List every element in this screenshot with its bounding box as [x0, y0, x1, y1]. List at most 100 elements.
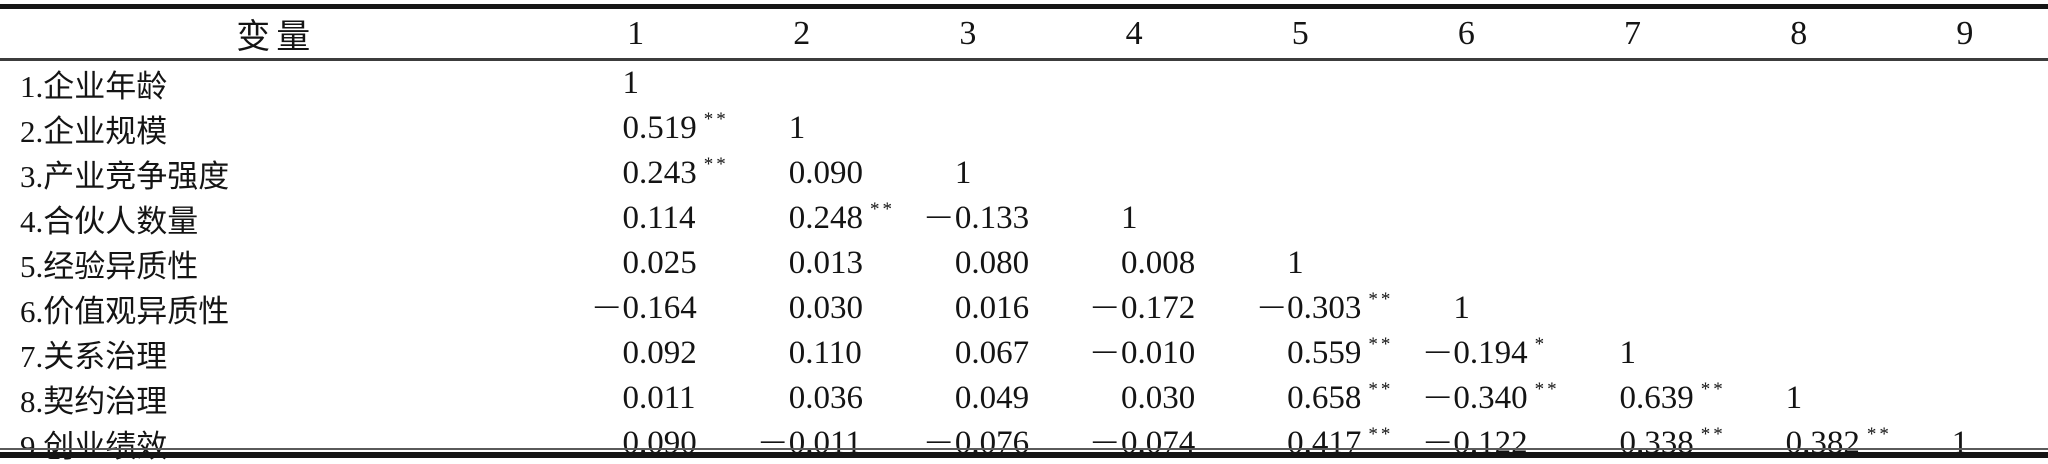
significance-stars: * [1534, 334, 1548, 355]
header-col-3: 3 [884, 9, 1051, 61]
correlation-cell: 0.030 [1121, 380, 1196, 416]
correlation-cell [1716, 106, 1882, 151]
correlation-cell: 1 [622, 65, 640, 101]
correlation-cell [1383, 241, 1549, 286]
correlation-cell: 0.559 ** [1287, 334, 1394, 371]
minus-sign: − [1090, 335, 1120, 371]
correlation-cell [1716, 286, 1882, 331]
correlation-cell: 1 [1121, 200, 1138, 236]
minus-sign: − [1090, 290, 1120, 326]
correlation-cell: 0.658 ** [1287, 379, 1394, 416]
correlation-cell: 1 [788, 110, 806, 146]
correlation-cell: 1 [1287, 245, 1304, 281]
significance-stars: ** [1534, 379, 1560, 400]
correlation-cell: 0.519 ** [622, 109, 729, 146]
table-body: 1.企业年龄 1 2.企业规模 0.519 ** 1 3.产业竞争强度 0.243 ** 0.09… [0, 60, 2048, 464]
correlation-cell [1549, 196, 1715, 241]
table-top-rule [0, 4, 2048, 9]
correlation-cell: −0.194 * [1422, 334, 1548, 371]
header-col-6: 6 [1383, 9, 1550, 61]
table-row: 2.企业规模 0.519 ** 1 [0, 106, 2048, 151]
correlation-cell: −0.303 ** [1256, 289, 1394, 326]
correlation-cell [1549, 286, 1715, 331]
correlation-cell [1383, 60, 1549, 107]
correlation-cell: 0.639 ** [1619, 379, 1726, 416]
correlation-cell [1217, 106, 1383, 151]
minus-sign: − [924, 200, 954, 236]
correlation-cell [1882, 151, 2048, 196]
significance-stars: ** [703, 154, 729, 175]
table-row: 3.产业竞争强度 0.243 ** 0.090 1 [0, 151, 2048, 196]
correlation-cell [1383, 151, 1549, 196]
significance-stars: ** [1368, 379, 1394, 400]
minus-sign: − [592, 290, 621, 326]
header-col-9: 9 [1881, 9, 2048, 61]
header-col-1: 1 [552, 9, 719, 61]
correlation-cell [1882, 106, 2048, 151]
correlation-cell: 1 [1453, 290, 1470, 326]
correlation-cell: 0.036 [788, 380, 863, 416]
correlation-cell: 0.248 ** [788, 199, 895, 236]
correlation-cell: −0.010 [1090, 335, 1196, 371]
header-col-7: 7 [1549, 9, 1716, 61]
correlation-cell [1383, 106, 1549, 151]
row-label: 8.契约治理 [20, 384, 168, 419]
correlation-cell [1716, 196, 1882, 241]
correlation-cell [1549, 60, 1715, 107]
table-row: 1.企业年龄 1 [0, 60, 2048, 107]
correlation-cell: 0.030 [788, 290, 863, 326]
correlation-cell: 0.013 [788, 245, 863, 281]
correlation-cell [1217, 151, 1383, 196]
table-row: 7.关系治理 0.092 0.110 0.067 −0.010 0.559 ** −0.194… [0, 331, 2048, 376]
correlation-cell: −0.164 [592, 290, 697, 326]
header-col-8: 8 [1715, 9, 1882, 61]
table-row: 6.价值观异质性 −0.164 0.030 0.016 −0.172 −0.303 ** 1 [0, 286, 2048, 331]
table-row: 4.合伙人数量 0.114 0.248 ** −0.133 1 [0, 196, 2048, 241]
correlation-cell [1549, 241, 1715, 286]
correlation-cell [1882, 286, 2048, 331]
significance-stars: ** [1700, 379, 1726, 400]
correlation-cell: 0.016 [954, 290, 1030, 326]
correlation-cell [1882, 196, 2048, 241]
correlation-cell [1051, 60, 1217, 107]
correlation-cell: −0.340 ** [1422, 379, 1560, 416]
correlation-cell [1882, 331, 2048, 376]
significance-stars: ** [1368, 424, 1394, 445]
minus-sign: − [1422, 335, 1452, 371]
row-label: 2.企业规模 [20, 114, 168, 149]
row-label: 6.价值观异质性 [20, 294, 230, 329]
correlation-cell [1217, 60, 1383, 107]
correlation-cell [1549, 151, 1715, 196]
row-label: 4.合伙人数量 [20, 204, 199, 239]
correlation-cell: −0.133 [924, 200, 1030, 236]
significance-stars: ** [1700, 424, 1726, 445]
correlation-cell: 0.110 [788, 335, 862, 371]
correlation-cell [719, 60, 885, 107]
correlation-cell: 0.011 [622, 380, 696, 416]
correlation-cell [885, 60, 1051, 107]
header-variable-label: 变量 [0, 9, 553, 61]
significance-stars: ** [703, 109, 729, 130]
correlation-cell [1051, 106, 1217, 151]
significance-stars: ** [1866, 424, 1892, 445]
row-label: 5.经验异质性 [20, 249, 199, 284]
header-col-2: 2 [718, 9, 885, 61]
correlation-cell: 0.243 ** [622, 154, 729, 191]
table-bottom-rule-thin [0, 448, 2048, 450]
correlation-cell [1051, 151, 1217, 196]
correlation-cell [1716, 331, 1882, 376]
row-label: 9.创业绩效 [20, 429, 168, 464]
header-col-4: 4 [1051, 9, 1218, 61]
significance-stars: ** [869, 199, 895, 220]
table-row: 8.契约治理 0.011 0.036 0.049 0.030 0.658 ** −0.340 *… [0, 376, 2048, 421]
row-label: 7.关系治理 [20, 339, 168, 374]
correlation-cell: 0.114 [622, 200, 696, 236]
correlation-cell [885, 106, 1051, 151]
correlation-cell [1882, 376, 2048, 421]
table-bottom-rule-thick [0, 452, 2048, 458]
correlation-cell: 0.080 [954, 245, 1030, 281]
row-label: 3.产业竞争强度 [20, 159, 230, 194]
correlation-cell: 1 [1785, 380, 1803, 416]
